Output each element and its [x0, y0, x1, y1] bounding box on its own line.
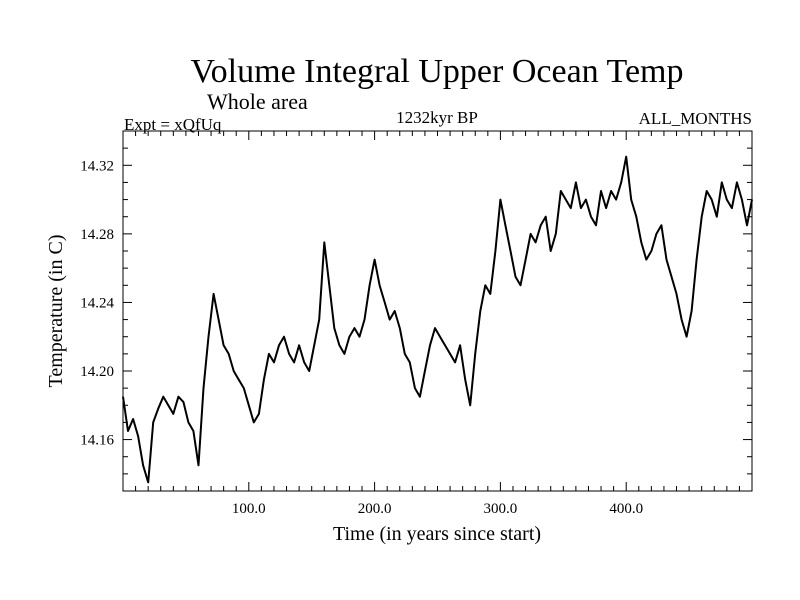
x-tick-label: 400.0 — [609, 501, 643, 517]
months-label: ALL_MONTHS — [639, 109, 752, 128]
y-tick-label: 14.16 — [80, 433, 114, 449]
experiment-label: Expt = xQfUq — [124, 115, 222, 134]
y-tick-label: 14.28 — [80, 227, 114, 243]
x-tick-label: 200.0 — [358, 501, 392, 517]
y-tick-label: 14.20 — [80, 364, 114, 380]
x-axis-tick-labels: 100.0 200.0 300.0 400.0 — [232, 501, 643, 517]
x-axis-ticks — [135, 131, 740, 491]
y-axis-tick-labels: 14.16 14.20 14.24 14.28 14.32 — [80, 158, 114, 448]
y-tick-label: 14.24 — [80, 295, 114, 311]
temperature-series-line — [122, 155, 753, 484]
x-axis-label: Time (in years since start) — [333, 523, 541, 545]
y-axis-label: Temperature (in C) — [45, 235, 67, 388]
y-tick-label: 14.32 — [80, 158, 114, 174]
period-label: 1232kyr BP — [396, 108, 478, 127]
chart-title: Volume Integral Upper Ocean Temp — [191, 53, 684, 90]
x-tick-label: 300.0 — [484, 501, 518, 517]
x-tick-label: 100.0 — [232, 501, 266, 517]
chart-subtitle: Whole area — [207, 89, 308, 114]
